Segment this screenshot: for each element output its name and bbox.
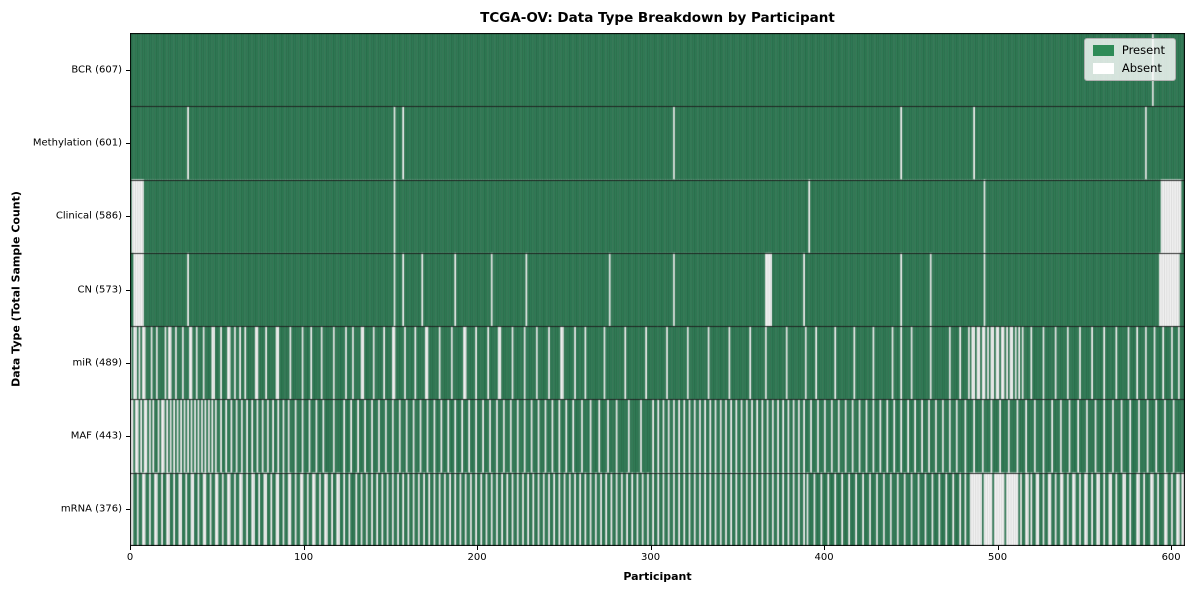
y-tick-label-methylation: Methylation (601) xyxy=(32,137,122,149)
heatmap-canvas xyxy=(130,33,1185,546)
x-tick-label-200: 200 xyxy=(467,552,487,563)
x-tick-label-500: 500 xyxy=(988,552,1008,563)
x-tick-label-400: 400 xyxy=(814,552,834,563)
legend: Present Absent xyxy=(1083,38,1176,81)
x-tick-mark xyxy=(477,546,479,550)
x-tick-label-100: 100 xyxy=(293,552,314,563)
x-tick-label-300: 300 xyxy=(641,552,661,563)
y-tick-label-cn: CN (573) xyxy=(77,284,122,295)
legend-entry-absent: Absent xyxy=(1092,60,1165,75)
x-tick-mark xyxy=(130,546,131,550)
y-tick-mark xyxy=(126,436,130,438)
y-tick-mark xyxy=(126,216,130,218)
y-tick-mark xyxy=(126,69,130,71)
y-tick-mark xyxy=(126,289,130,291)
y-axis-title: Data Type (Total Sample Count) xyxy=(9,191,23,387)
x-tick-mark xyxy=(824,546,826,550)
x-tick-mark xyxy=(303,546,305,550)
y-tick-label-mir: miR (489) xyxy=(72,357,122,369)
x-tick-mark xyxy=(997,546,999,550)
y-tick-label-maf: MAF (443) xyxy=(70,430,122,442)
y-tick-mark xyxy=(126,509,130,511)
x-axis-title: Participant xyxy=(623,570,692,583)
y-tick-label-bcr: BCR (607) xyxy=(71,64,122,76)
y-tick-mark xyxy=(126,142,130,144)
legend-entry-present: Present xyxy=(1092,43,1165,57)
plot-area: BCR (607) Methylation (601) Clinical (586)… xyxy=(33,33,1185,563)
chart-title: TCGA-OV: Data Type Breakdown by Particip… xyxy=(480,10,835,26)
present-swatch-icon xyxy=(1092,45,1114,57)
x-tick-label-0: 0 xyxy=(126,552,134,563)
legend-label-present: Present xyxy=(1121,43,1165,57)
x-tick-mark xyxy=(1171,546,1173,550)
absent-swatch-icon xyxy=(1092,62,1114,74)
y-tick-mark xyxy=(126,362,130,364)
legend-label-absent: Absent xyxy=(1121,60,1162,75)
x-tick-mark xyxy=(650,546,652,550)
y-tick-label-mrna: mRNA (376) xyxy=(60,503,122,515)
y-tick-label-clinical: Clinical (586) xyxy=(55,210,122,222)
x-tick-label-600: 600 xyxy=(1161,552,1181,563)
